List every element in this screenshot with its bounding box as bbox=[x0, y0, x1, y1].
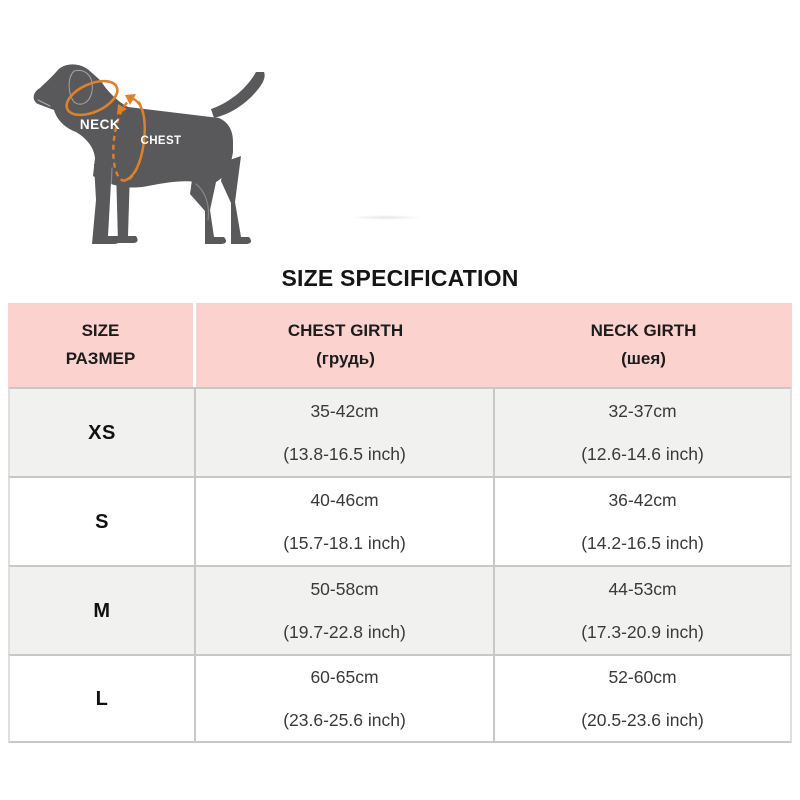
neck-cell-xs: 32-37cm (12.6-14.6 inch) bbox=[495, 387, 792, 476]
neck-inch-m: (17.3-20.9 inch) bbox=[581, 622, 704, 642]
chest-inch-m: (19.7-22.8 inch) bbox=[283, 622, 406, 642]
chest-inch-xs: (13.8-16.5 inch) bbox=[283, 444, 406, 464]
size-cell-s: S bbox=[8, 476, 196, 565]
header-neck-en: NECK GIRTH bbox=[590, 321, 697, 340]
header-chest-en: CHEST GIRTH bbox=[287, 321, 404, 340]
neck-inch-xs: (12.6-14.6 inch) bbox=[581, 444, 704, 464]
chest-cm-l: 60-65cm bbox=[310, 667, 379, 687]
chest-girth-ellipse bbox=[112, 94, 146, 182]
size-cell-xs: XS bbox=[8, 387, 196, 476]
neck-cm-s: 36-42cm bbox=[608, 490, 677, 510]
header-size-column: SIZE РАЗМЕР bbox=[8, 303, 196, 387]
dog-silhouette-icon bbox=[33, 64, 265, 244]
header-chest-ru: (грудь) bbox=[316, 349, 375, 368]
chest-cm-s: 40-46cm bbox=[310, 490, 379, 510]
neck-cell-s: 36-42cm (14.2-16.5 inch) bbox=[495, 476, 792, 565]
chest-cell-xs: 35-42cm (13.8-16.5 inch) bbox=[196, 387, 495, 476]
header-neck-ru: (шея) bbox=[621, 349, 666, 368]
chest-inch-s: (15.7-18.1 inch) bbox=[283, 533, 406, 553]
chest-arrow-icon bbox=[125, 94, 136, 105]
chest-cm-xs: 35-42cm bbox=[310, 401, 379, 421]
neck-arrow-icon bbox=[117, 104, 127, 115]
neck-label: NECK bbox=[80, 117, 120, 132]
chest-cell-m: 50-58cm (19.7-22.8 inch) bbox=[196, 565, 495, 654]
header-size-en: SIZE bbox=[81, 321, 120, 340]
neck-cell-l: 52-60cm (20.5-23.6 inch) bbox=[495, 654, 792, 743]
header-chest-column: CHEST GIRTH (грудь) bbox=[196, 303, 495, 387]
dog-measurement-diagram: NECK CHEST bbox=[28, 50, 270, 255]
size-cell-m: M bbox=[8, 565, 196, 654]
size-cell-l: L bbox=[8, 654, 196, 743]
neck-cm-xs: 32-37cm bbox=[608, 401, 677, 421]
chest-label: CHEST bbox=[141, 135, 182, 147]
neck-cm-m: 44-53cm bbox=[608, 579, 677, 599]
neck-girth-ellipse bbox=[65, 79, 127, 117]
neck-inch-l: (20.5-23.6 inch) bbox=[581, 710, 704, 730]
neck-cm-l: 52-60cm bbox=[608, 667, 677, 687]
size-table: SIZE РАЗМЕР CHEST GIRTH (грудь) NECK GIR… bbox=[8, 303, 792, 743]
page-title: SIZE SPECIFICATION bbox=[281, 265, 519, 291]
neck-inch-s: (14.2-16.5 inch) bbox=[581, 533, 704, 553]
chest-cm-m: 50-58cm bbox=[310, 579, 379, 599]
chest-cell-s: 40-46cm (15.7-18.1 inch) bbox=[196, 476, 495, 565]
header-neck-column: NECK GIRTH (шея) bbox=[495, 303, 792, 387]
neck-cell-m: 44-53cm (17.3-20.9 inch) bbox=[495, 565, 792, 654]
floor-shadow bbox=[348, 215, 424, 220]
chest-inch-l: (23.6-25.6 inch) bbox=[283, 710, 406, 730]
chest-cell-l: 60-65cm (23.6-25.6 inch) bbox=[196, 654, 495, 743]
dog-diagram-svg: NECK CHEST bbox=[33, 64, 265, 244]
header-size-ru: РАЗМЕР bbox=[65, 349, 136, 368]
